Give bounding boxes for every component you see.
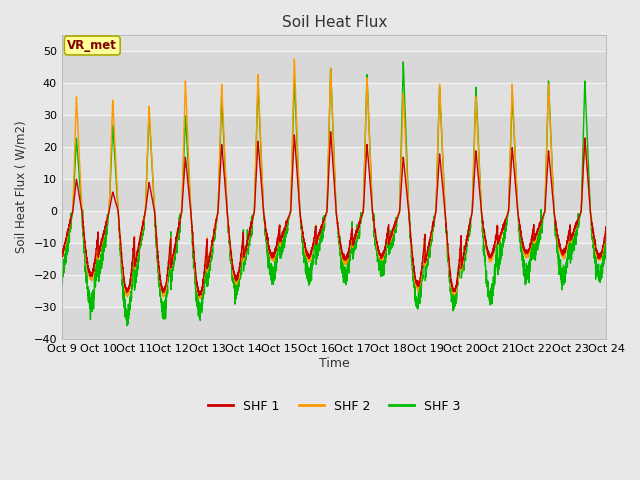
SHF 2	[195, 296, 203, 302]
SHF 1	[602, 224, 610, 230]
SHF 1	[426, 237, 434, 242]
SHF 3	[456, 252, 464, 258]
SHF 2	[456, 249, 464, 255]
Bar	[62, 179, 607, 211]
SHF 1	[156, 272, 164, 278]
SHF 2	[58, 256, 66, 262]
SHF 2	[426, 236, 434, 242]
Line: SHF 2: SHF 2	[62, 59, 607, 299]
Title: Soil Heat Flux: Soil Heat Flux	[282, 15, 387, 30]
Legend: SHF 1, SHF 2, SHF 3: SHF 1, SHF 2, SHF 3	[204, 395, 465, 418]
Bar	[62, 243, 607, 275]
SHF 3	[602, 232, 610, 238]
SHF 2	[156, 272, 164, 278]
SHF 2	[488, 258, 495, 264]
SHF 3	[314, 248, 322, 253]
SHF 1	[488, 254, 495, 260]
SHF 3	[603, 230, 611, 236]
SHF 1	[58, 251, 66, 257]
Bar	[62, 307, 607, 339]
Bar	[62, 115, 607, 147]
SHF 2	[603, 226, 611, 231]
SHF 1	[195, 293, 203, 299]
SHF 3	[426, 243, 434, 249]
Y-axis label: Soil Heat Flux ( W/m2): Soil Heat Flux ( W/m2)	[15, 121, 28, 253]
Text: VR_met: VR_met	[67, 39, 117, 52]
Line: SHF 3: SHF 3	[62, 62, 607, 326]
SHF 3	[399, 59, 407, 65]
SHF 2	[291, 56, 298, 61]
SHF 3	[58, 267, 66, 273]
SHF 1	[456, 243, 464, 249]
SHF 2	[602, 227, 610, 232]
SHF 1	[314, 234, 322, 240]
Bar	[62, 51, 607, 83]
SHF 3	[488, 286, 495, 291]
X-axis label: Time: Time	[319, 357, 349, 370]
SHF 1	[327, 129, 335, 135]
Line: SHF 1: SHF 1	[62, 132, 607, 296]
SHF 3	[124, 323, 131, 329]
SHF 2	[314, 236, 322, 241]
SHF 1	[603, 224, 611, 229]
SHF 3	[156, 288, 164, 294]
